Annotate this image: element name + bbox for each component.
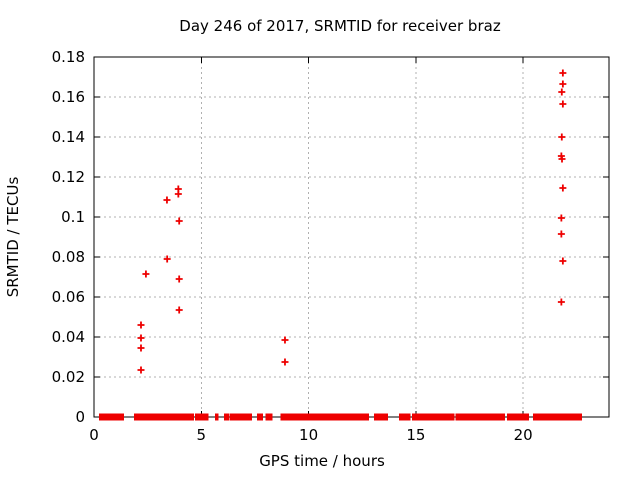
data-point-marker xyxy=(557,214,565,222)
zero-line-segment xyxy=(464,413,470,421)
zero-line-segment xyxy=(398,413,406,421)
y-tick-label: 0.02 xyxy=(52,368,85,386)
data-layer xyxy=(99,69,583,421)
y-tick-label: 0.16 xyxy=(52,88,85,106)
zero-line-segment xyxy=(377,413,388,421)
y-tick-label: 0.18 xyxy=(52,48,85,66)
x-tick-label: 15 xyxy=(406,426,425,444)
x-tick-label: 0 xyxy=(89,426,99,444)
axis-border-layer xyxy=(93,56,610,418)
grid-layer xyxy=(94,57,609,417)
data-point-marker xyxy=(163,196,171,204)
tick-label-layer: 0 5 10 15 20 0 0.02 0.04 0.06 0.08 0.1 0.12 0.14 0.16… xyxy=(52,48,533,444)
zero-line-segment xyxy=(450,413,455,421)
zero-line-segment xyxy=(541,413,564,421)
x-tick-label: 5 xyxy=(197,426,207,444)
data-point-marker xyxy=(559,184,567,192)
zero-line-segment xyxy=(415,413,433,421)
zero-line-segment xyxy=(205,413,209,421)
y-tick-label: 0.12 xyxy=(52,168,85,186)
data-point-marker xyxy=(558,155,566,163)
data-point-marker xyxy=(559,80,567,88)
zero-line-segment xyxy=(112,413,124,421)
zero-line-segment xyxy=(99,413,112,421)
data-point-marker xyxy=(557,298,565,306)
zero-line-segment xyxy=(405,413,411,421)
zero-line-segment xyxy=(412,413,416,421)
zero-line-segment xyxy=(562,413,579,421)
data-point-marker xyxy=(281,358,289,366)
zero-line-segment xyxy=(223,413,230,421)
data-point-marker xyxy=(137,334,145,342)
data-point-marker xyxy=(137,344,145,352)
data-point-marker xyxy=(163,255,171,263)
y-tick-label: 0.06 xyxy=(52,288,85,306)
tick-layer xyxy=(93,56,609,418)
zero-line-segment xyxy=(438,413,449,421)
data-point-marker xyxy=(174,185,182,193)
data-point-marker xyxy=(558,88,566,96)
x-tick-label: 10 xyxy=(299,426,318,444)
zero-line-segment xyxy=(455,413,465,421)
zero-line-segment xyxy=(244,413,253,421)
data-point-marker xyxy=(137,366,145,374)
data-point-marker xyxy=(175,306,183,314)
x-tick-label: 20 xyxy=(514,426,533,444)
data-point-marker xyxy=(142,270,150,278)
zero-line-segment xyxy=(229,413,244,421)
zero-line-segment xyxy=(133,413,194,421)
plot-border xyxy=(93,56,610,418)
zero-line-segment xyxy=(200,413,206,421)
data-point-marker xyxy=(557,230,565,238)
zero-line-segment xyxy=(500,413,506,421)
data-point-marker xyxy=(559,100,567,108)
data-point-marker xyxy=(281,336,289,344)
zero-line-segment xyxy=(265,413,273,421)
y-tick-label: 0.08 xyxy=(52,248,85,266)
chart-title: Day 246 of 2017, SRMTID for receiver bra… xyxy=(179,17,501,35)
y-axis-label: SRMTID / TECUs xyxy=(4,177,22,298)
zero-line-segment xyxy=(256,413,264,421)
zero-line-segment xyxy=(194,413,202,421)
data-point-marker xyxy=(175,275,183,283)
y-tick-label: 0.1 xyxy=(61,208,85,226)
data-point-marker xyxy=(559,69,567,77)
y-tick-label: 0.04 xyxy=(52,328,85,346)
zero-line-segment xyxy=(577,413,583,421)
data-point-marker xyxy=(559,257,567,265)
zero-line-segment xyxy=(432,413,439,421)
data-point-marker xyxy=(175,217,183,225)
zero-line-segment xyxy=(335,413,370,421)
zero-line-segment xyxy=(280,413,336,421)
x-axis-label: GPS time / hours xyxy=(259,452,385,470)
data-point-marker xyxy=(558,133,566,141)
zero-line-segment xyxy=(373,413,379,421)
zero-line-segment xyxy=(532,413,542,421)
y-tick-label: 0.14 xyxy=(52,128,85,146)
zero-line-segment xyxy=(447,413,453,421)
data-point-marker xyxy=(137,321,145,329)
zero-line-segment xyxy=(215,413,219,421)
zero-line-segment xyxy=(506,413,530,421)
y-tick-label: 0 xyxy=(75,408,85,426)
zero-line-segment xyxy=(468,413,501,421)
